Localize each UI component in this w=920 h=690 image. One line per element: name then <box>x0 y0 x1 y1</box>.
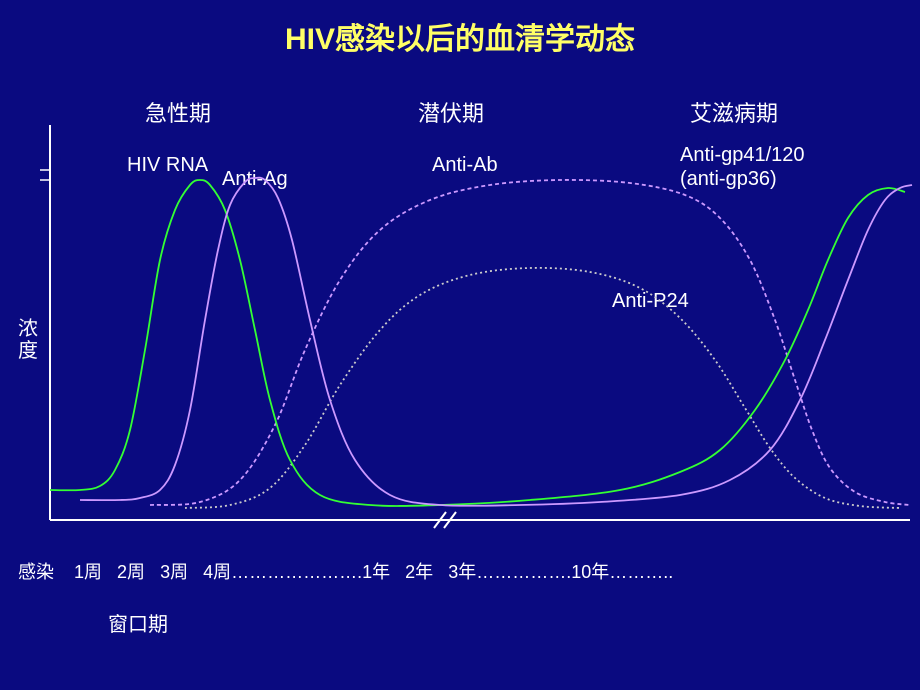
window-period-label: 窗口期 <box>108 608 168 637</box>
chart-plot <box>0 0 920 690</box>
x-axis-labels: 感染 1周 2周 3周 4周………………….1年 2年 3年…………….10年…… <box>18 558 673 584</box>
